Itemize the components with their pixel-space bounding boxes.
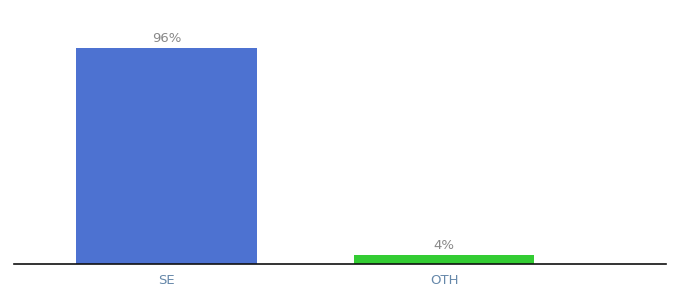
Bar <box>354 255 534 264</box>
Bar <box>76 48 256 264</box>
Text: 4%: 4% <box>434 238 455 252</box>
Text: 96%: 96% <box>152 32 181 45</box>
